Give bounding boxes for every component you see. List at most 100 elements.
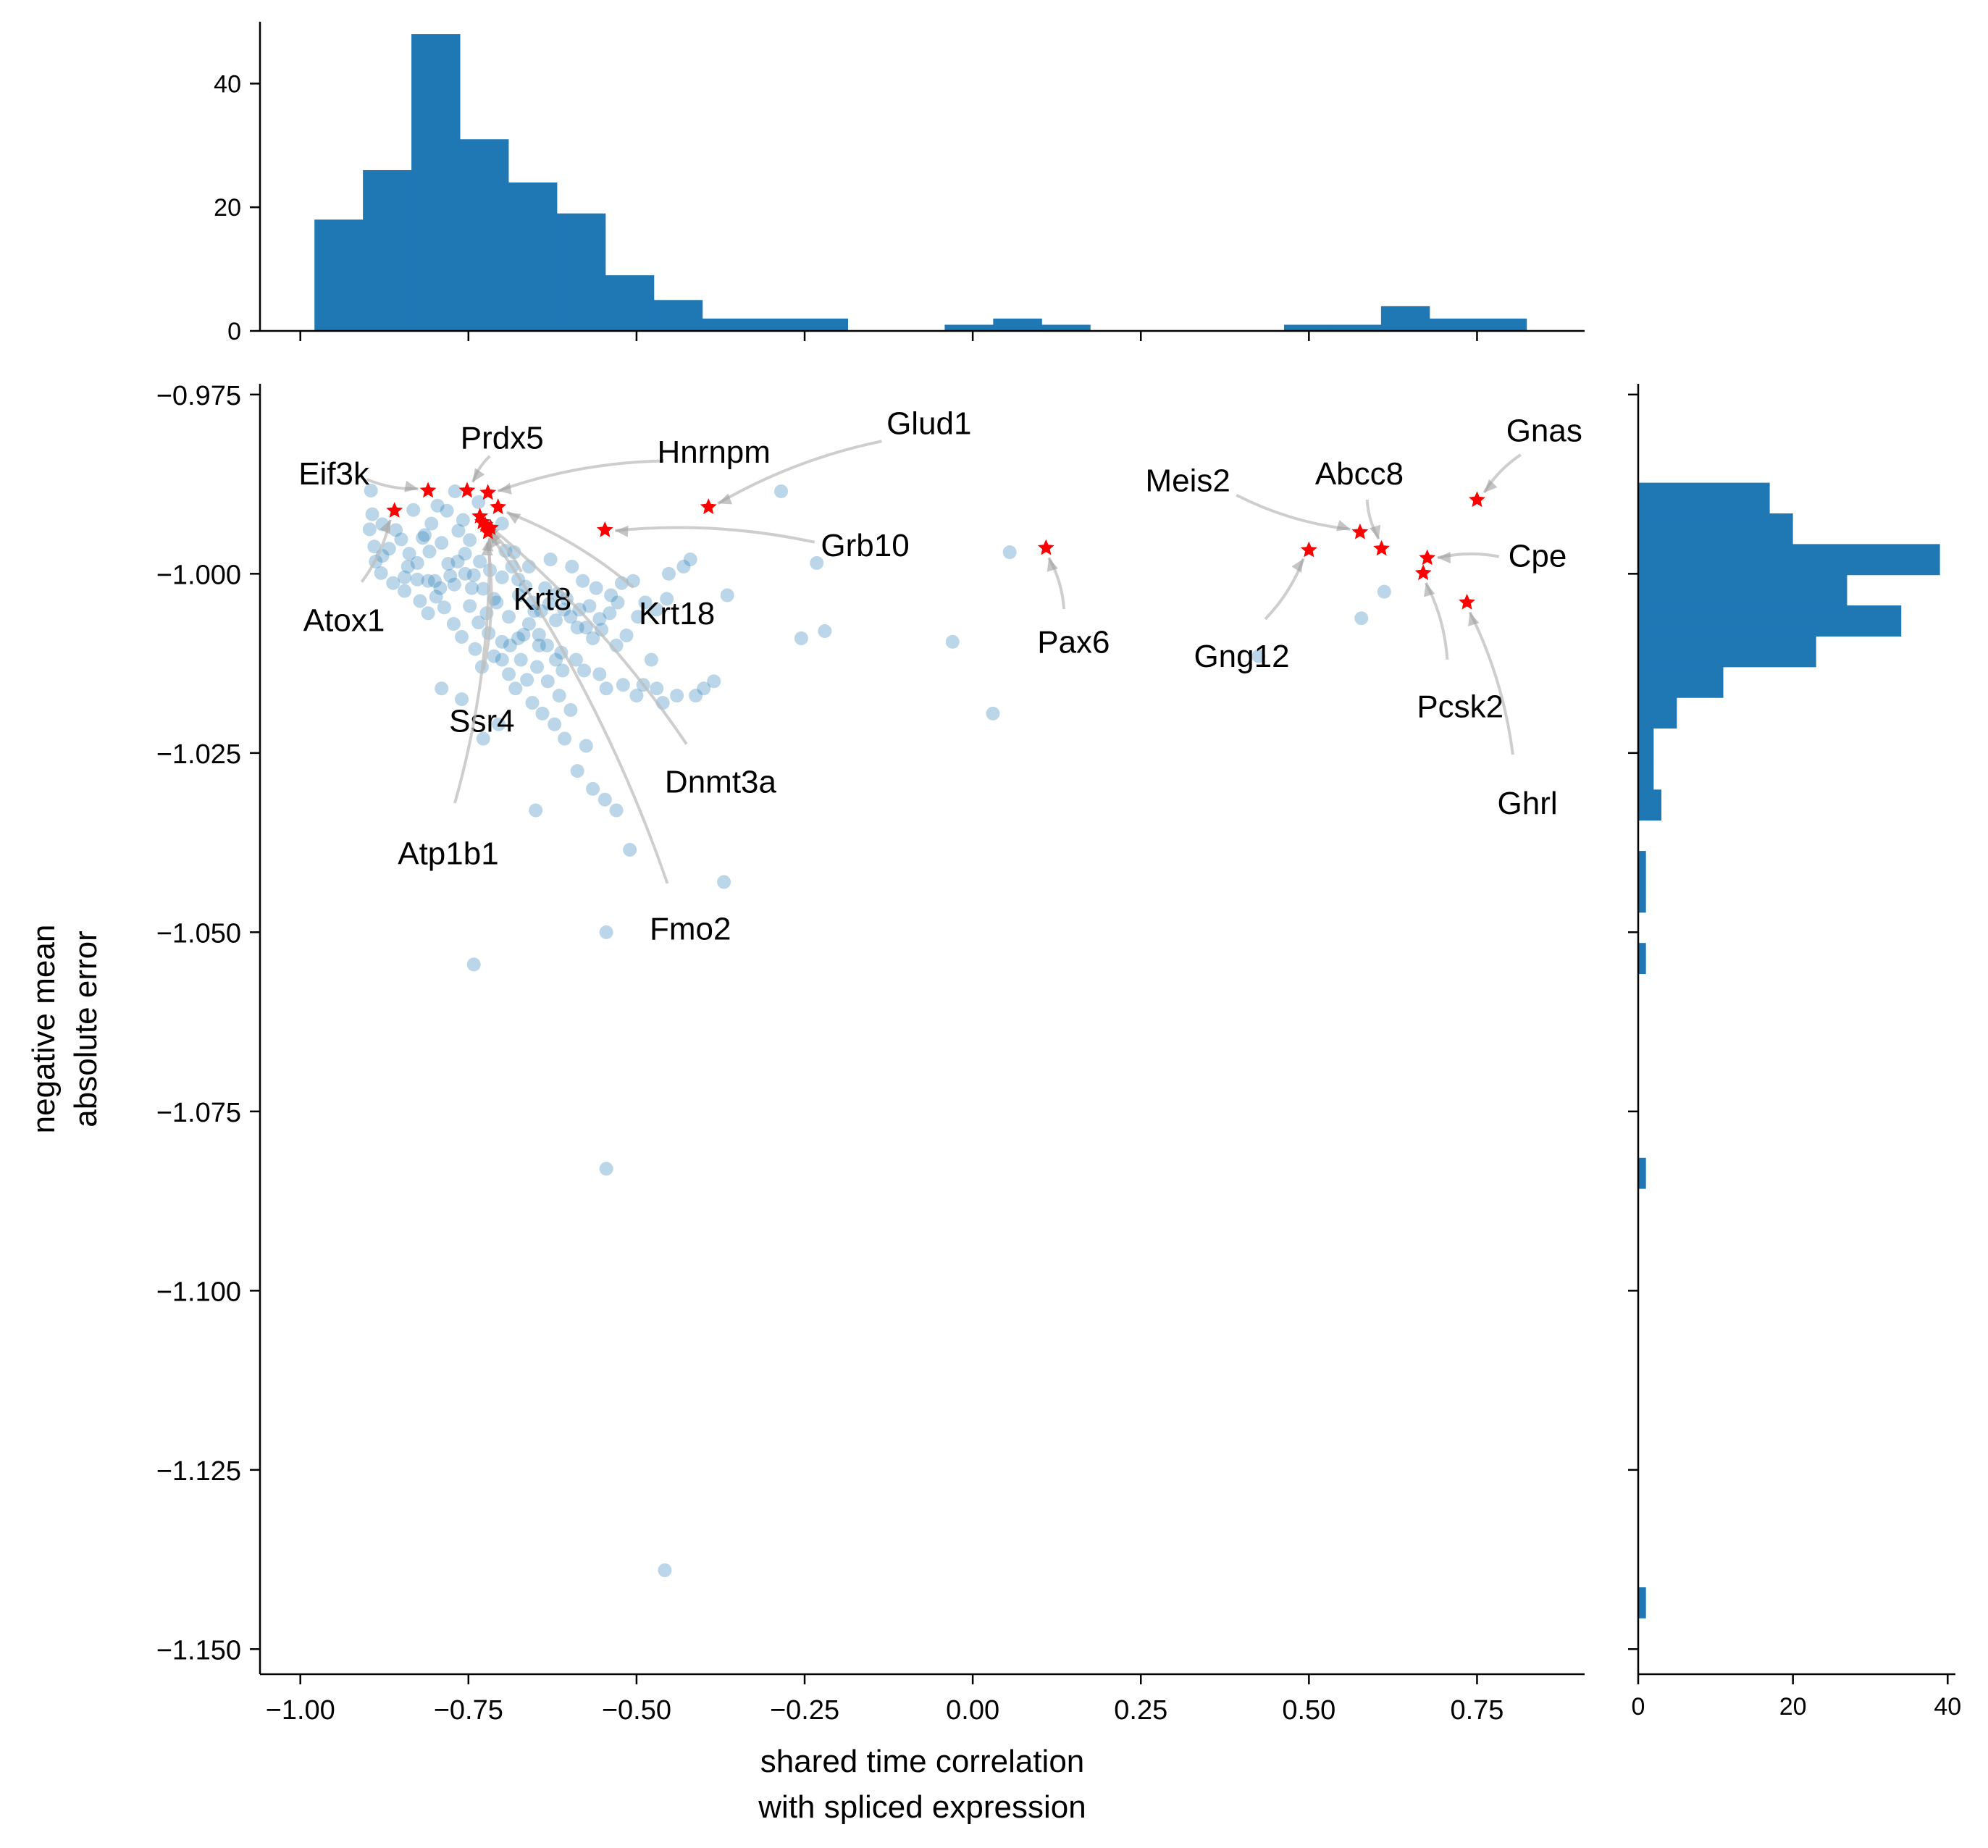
y-tick-label: −0.975 (156, 381, 241, 411)
right-histogram-bar (1638, 1587, 1646, 1618)
x-tick-label: −0.75 (434, 1695, 503, 1726)
arrow-head-icon (1424, 582, 1435, 597)
annotation-arrow-dnmt3a (485, 522, 688, 745)
scatter-point (490, 595, 504, 610)
gene-label-grb10: Grb10 (821, 528, 909, 563)
right-histogram-bars (1638, 482, 1940, 1618)
gene-label-krt8: Krt8 (513, 581, 572, 617)
top-histogram-bar (460, 139, 509, 331)
right-histogram: 0 20 40 (1628, 384, 1961, 1721)
scatter-point (540, 674, 555, 689)
scatter-point (394, 532, 408, 547)
main-scatter: Eif3k Atox1 Prdx5 Hnrnpm Glud1 Grb10 Krt18 Krt8… (26, 381, 1585, 1825)
scatter-point (658, 1563, 672, 1577)
scatter-point (717, 875, 731, 889)
scatter-point (466, 568, 481, 582)
scatter-point (552, 689, 566, 703)
scatter-point (487, 649, 501, 663)
top-histogram-bar (1477, 318, 1527, 331)
scatter-point (502, 667, 516, 681)
annotation-arrow-ghrl (1468, 611, 1514, 755)
scatter-point (525, 696, 540, 710)
scatter-point (362, 522, 377, 537)
right-histogram-bar (1638, 605, 1902, 637)
highlighted-point-pcsk2 (1414, 564, 1432, 581)
scatter-point (570, 764, 584, 778)
scatter-point (532, 638, 546, 652)
gene-label-glud1: Glud1 (886, 406, 971, 441)
highlighted-point-glud1 (700, 498, 717, 514)
scatter-point (456, 513, 470, 527)
scatter-point (1377, 584, 1391, 599)
scatter-point (558, 731, 572, 746)
scatter-point (492, 717, 506, 731)
highlighted-point-atp1b1 (482, 519, 499, 535)
top-histogram-bar (1041, 324, 1091, 331)
right-histogram-x-tick-label: 0 (1632, 1693, 1645, 1721)
annotation-arrow-krt18 (506, 511, 634, 589)
right-histogram-bar (1638, 851, 1646, 882)
top-histogram-y-tick-label: 40 (214, 70, 241, 98)
top-histogram-y-tick-label: 0 (227, 318, 241, 345)
right-histogram-bar (1638, 636, 1816, 668)
scatter-point (563, 610, 578, 624)
gene-label-gng12: Gng12 (1194, 639, 1289, 674)
gene-label-fmo2: Fmo2 (650, 911, 731, 946)
gene-label-gnas: Gnas (1506, 413, 1582, 448)
scatter-point (530, 660, 545, 674)
top-histogram-bar (411, 34, 461, 331)
top-histogram-y-tick-label: 20 (214, 194, 241, 222)
scatter-point (529, 803, 543, 818)
scatter-point (429, 589, 443, 604)
scatter-point (406, 503, 421, 517)
scatter-point (364, 484, 378, 498)
scatter-point (619, 628, 634, 642)
scatter-point (548, 717, 562, 731)
top-histogram-bar (944, 324, 994, 331)
top-histogram-axes: 0 20 40 (214, 22, 1585, 345)
y-tick-label: −1.000 (156, 560, 241, 590)
scatter-point (463, 533, 477, 547)
top-histogram-bar (1283, 324, 1333, 331)
scatter-point (543, 553, 558, 567)
scatter-point (542, 597, 556, 611)
top-histogram-bar (556, 213, 606, 331)
top-histogram-bars (314, 34, 1527, 331)
scatter-point (495, 516, 509, 531)
highlighted-point-prdx5 (458, 482, 476, 498)
scatter-point (513, 652, 528, 667)
scatter-point (623, 843, 637, 857)
scatter-point (650, 681, 664, 696)
gene-label-eif3k: Eif3k (298, 456, 370, 492)
scatter-point (421, 606, 435, 621)
scatter-point (520, 673, 534, 687)
scatter-point (535, 706, 550, 721)
gene-label-pcsk2: Pcsk2 (1417, 689, 1503, 725)
right-histogram-bar (1638, 728, 1654, 760)
scatter-point (435, 681, 449, 696)
top-histogram-bar (1429, 318, 1479, 331)
arrow-head-icon (1047, 558, 1059, 572)
scatter-point (661, 566, 676, 581)
scatter-point (511, 631, 526, 645)
y-tick-label: −1.125 (156, 1456, 241, 1487)
scatter-point (586, 631, 600, 645)
scatter-point (577, 663, 592, 678)
scatter-point (599, 681, 613, 696)
arrow-head-icon (1291, 558, 1304, 573)
highlighted-point-abcc8 (1373, 539, 1390, 556)
scatter-point (422, 545, 437, 559)
x-axis-title-line-1: shared time correlation (760, 1744, 1085, 1779)
scatter-point (549, 613, 563, 628)
scatter-point (555, 663, 570, 678)
top-histogram-bar (605, 275, 655, 331)
gene-annotations: Eif3k Atox1 Prdx5 Hnrnpm Glud1 Grb10 Krt18 Krt8… (298, 406, 1582, 946)
scatter-point (570, 621, 584, 635)
x-tick-label: 0.25 (1114, 1695, 1167, 1726)
scatter-point (365, 507, 379, 521)
right-histogram-bar (1638, 758, 1654, 790)
gene-label-cpe: Cpe (1509, 539, 1567, 574)
scatter-point (565, 559, 579, 574)
right-histogram-bar (1638, 482, 1770, 514)
scatter-point (794, 631, 808, 645)
